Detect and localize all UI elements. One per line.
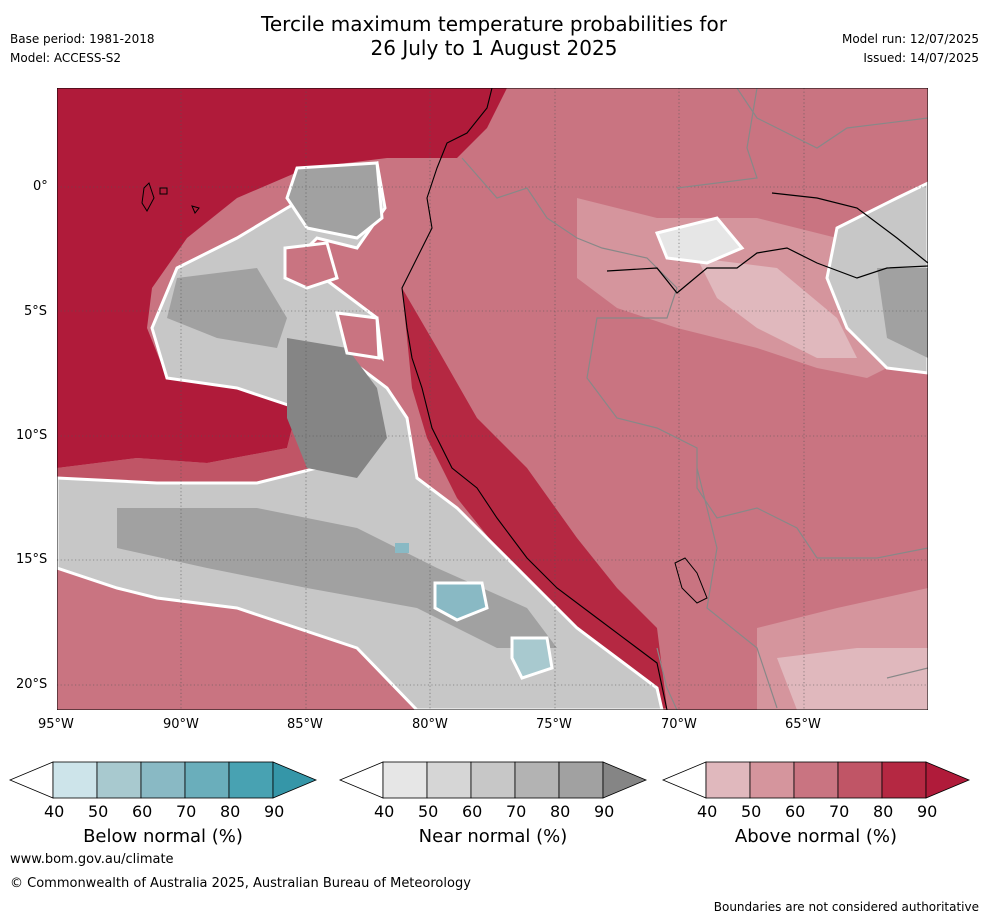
probability-map	[57, 88, 928, 710]
issued-date: Issued: 14/07/2025	[863, 51, 979, 65]
lon-tick-85w: 85°W	[287, 717, 323, 732]
above-patch-in-near-2	[335, 311, 381, 360]
above-normal-label: Above normal (%)	[734, 826, 898, 847]
near-normal-east-dark	[877, 268, 928, 358]
model-name: Model: ACCESS-S2	[10, 51, 122, 65]
above-tick-70: 70	[829, 802, 850, 821]
river-amazon	[606, 192, 928, 294]
near-tick-80: 80	[550, 802, 571, 821]
near-tick-40: 40	[374, 802, 395, 821]
country-boundaries	[461, 88, 928, 710]
lat-tick-0: 0°	[33, 179, 48, 194]
above-80-band	[57, 408, 327, 488]
colorbar-above	[661, 761, 971, 799]
below-tick-50: 50	[88, 802, 109, 821]
near-normal-label: Near normal (%)	[418, 826, 568, 847]
colorbar-near	[338, 761, 648, 799]
near-normal-north-land	[654, 216, 745, 265]
base-period: Base period: 1981-2018	[10, 32, 155, 46]
galapagos-islands	[141, 182, 200, 214]
above-tick-80: 80	[873, 802, 894, 821]
near-tick-50: 50	[418, 802, 439, 821]
near-tick-90: 90	[594, 802, 615, 821]
lat-tick-5s: 5°S	[24, 304, 48, 319]
lon-tick-65w: 65°W	[785, 717, 821, 732]
above-90-ocean-northwest	[57, 88, 507, 468]
title-line-2: 26 July to 1 August 2025	[370, 36, 618, 60]
above-tick-90: 90	[917, 802, 938, 821]
lon-tick-90w: 90°W	[163, 717, 199, 732]
model-run: Model run: 12/07/2025	[841, 32, 979, 46]
above-patch-in-near	[283, 241, 339, 290]
below-tick-80: 80	[220, 802, 241, 821]
above-80-coastal-band	[402, 288, 667, 710]
lake-titicaca	[674, 557, 708, 604]
above-tick-60: 60	[785, 802, 806, 821]
below-tick-60: 60	[132, 802, 153, 821]
lat-tick-15s: 15°S	[16, 552, 48, 567]
above-40-interior	[697, 258, 857, 358]
above-tick-50: 50	[741, 802, 762, 821]
lon-tick-70w: 70°W	[661, 717, 697, 732]
near-normal-dark-core	[287, 338, 387, 478]
below-normal-patch-3	[395, 543, 409, 553]
above-40-south	[777, 648, 928, 710]
below-tick-70: 70	[176, 802, 197, 821]
lon-tick-95w: 95°W	[38, 717, 74, 732]
title-line-1: Tercile maximum temperature probabilitie…	[261, 12, 727, 36]
below-normal-patch-1	[433, 581, 489, 622]
boundaries-disclaimer: Boundaries are not considered authoritat…	[713, 900, 979, 914]
above-tick-40: 40	[697, 802, 718, 821]
near-normal-top-patch	[285, 161, 384, 240]
below-tick-40: 40	[44, 802, 65, 821]
coastline	[401, 88, 668, 710]
near-normal-medium-core	[167, 268, 287, 348]
map-title: Tercile maximum temperature probabilitie…	[0, 12, 988, 60]
below-normal-label: Below normal (%)	[83, 826, 243, 847]
near-tick-60: 60	[462, 802, 483, 821]
copyright-notice: © Commonwealth of Australia 2025, Austra…	[10, 876, 471, 891]
lon-tick-75w: 75°W	[536, 717, 572, 732]
lat-tick-20s: 20°S	[16, 677, 48, 692]
below-tick-90: 90	[264, 802, 285, 821]
lat-tick-10s: 10°S	[16, 428, 48, 443]
lon-tick-80w: 80°W	[412, 717, 448, 732]
lat-gridlines	[57, 186, 928, 686]
below-normal-patch-2	[510, 636, 554, 680]
website-link[interactable]: www.bom.gov.au/climate	[10, 852, 174, 867]
colorbar-below	[8, 761, 318, 799]
near-tick-70: 70	[506, 802, 527, 821]
colorbars	[8, 761, 971, 799]
